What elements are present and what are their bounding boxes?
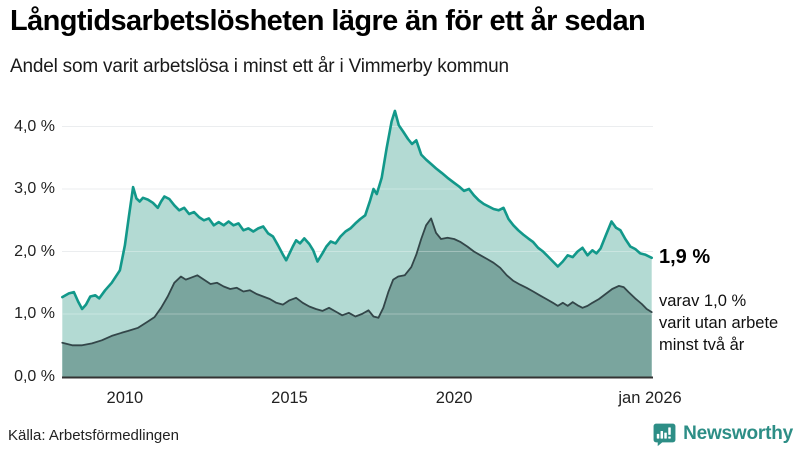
source-note: Källa: Arbetsförmedlingen xyxy=(8,427,179,444)
newsworthy-wordmark: Newsworthy xyxy=(683,423,793,444)
page-subtitle: Andel som varit arbetslösa i minst ett å… xyxy=(10,56,509,77)
annotation-line-2: varit utan arbete xyxy=(659,314,779,332)
newsworthy-logo: Newsworthy xyxy=(652,421,793,447)
page-title: Långtidsarbetslösheten lägre än för ett … xyxy=(10,5,646,37)
annotation-line-1: varav 1,0 % xyxy=(659,292,747,310)
annotation-line-3: minst två år xyxy=(659,336,745,354)
newsworthy-icon xyxy=(653,423,676,446)
two-year-annotation: varav 1,0 % varit utan arbete minst två … xyxy=(659,290,778,356)
latest-value-label: 1,9 % xyxy=(659,246,711,268)
